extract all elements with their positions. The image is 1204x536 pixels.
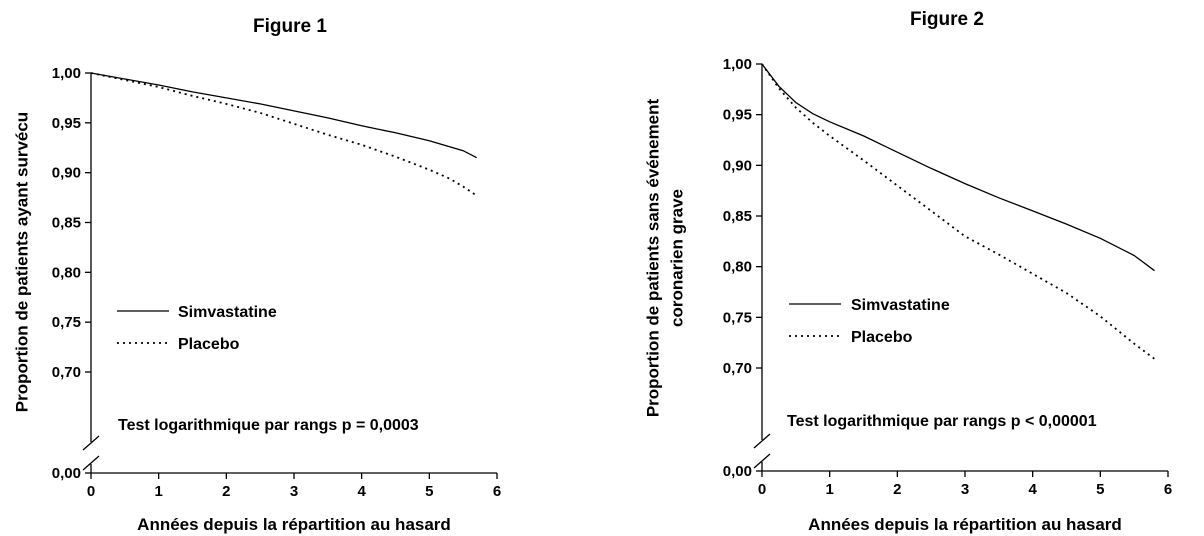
series-line-placebo [761, 63, 1156, 360]
axis-break-mark [753, 453, 771, 469]
y-tick-label: 0,70 [52, 364, 81, 381]
logrank-test-annotation: Test logarithmique par rangs p = 0,0003 [118, 417, 419, 434]
x-tick-label: 2 [222, 483, 230, 500]
y-axis-label: Proportion de patients sans événement [643, 98, 662, 417]
y-tick-label: 0,95 [723, 107, 752, 124]
y-tick-label: 0,00 [52, 465, 81, 482]
x-tick-label: 1 [154, 483, 162, 500]
series-line-simvastatine [90, 72, 477, 159]
y-tick-label: 0,90 [723, 157, 752, 174]
legend-label-placebo: Placebo [851, 329, 913, 346]
chart-title: Figure 1 [253, 16, 327, 37]
y-tick-label: 0,95 [52, 115, 81, 132]
x-tick-label: 0 [758, 481, 766, 498]
y-tick-label: 0,90 [52, 165, 81, 182]
x-tick-label: 6 [1164, 481, 1172, 498]
axis-break-mark [82, 455, 100, 471]
y-tick-label: 0,80 [723, 259, 752, 276]
x-axis-label: Années depuis la répartition au hasard [808, 515, 1122, 534]
x-tick-label: 5 [425, 483, 433, 500]
legend-label-placebo: Placebo [178, 336, 240, 353]
y-axis-label: Proportion de patients ayant survécu [12, 112, 31, 412]
legend-label-simvastatine: Simvastatine [178, 304, 277, 321]
axis-break-mark [753, 433, 771, 449]
x-tick-label: 4 [357, 483, 366, 500]
x-tick-label: 4 [1028, 481, 1037, 498]
y-axis-label: coronarien grave [667, 189, 686, 327]
x-tick-label: 3 [290, 483, 298, 500]
y-tick-label: 0,85 [723, 208, 752, 225]
x-tick-label: 0 [87, 483, 95, 500]
logrank-test-annotation: Test logarithmique par rangs p < 0,00001 [787, 413, 1097, 430]
y-tick-label: 0,75 [723, 309, 752, 326]
y-tick-label: 0,80 [52, 264, 81, 281]
figure-2-chart: Figure 2 0,00 0,70 0,75 0,80 0,85 0,90 0,95 1,00… [643, 9, 1172, 534]
x-tick-label: 6 [493, 483, 501, 500]
series-line-simvastatine [761, 63, 1155, 272]
y-tick-label: 0,85 [52, 215, 81, 232]
x-axis-label: Années depuis la répartition au hasard [137, 515, 451, 534]
x-tick-label: 5 [1096, 481, 1104, 498]
axis-break-mark [82, 435, 100, 451]
y-tick-label: 0,00 [723, 463, 752, 480]
figure-1-chart: Figure 1 0,00 0,70 0,75 0,80 0,85 0,90 0,95 1,00… [12, 16, 501, 534]
x-tick-label: 1 [825, 481, 833, 498]
legend-label-simvastatine: Simvastatine [851, 297, 950, 314]
y-tick-label: 0,70 [723, 360, 752, 377]
x-tick-label: 2 [893, 481, 901, 498]
x-tick-label: 3 [961, 481, 969, 498]
series-line-placebo [90, 72, 478, 197]
y-tick-label: 0,75 [52, 314, 81, 331]
y-tick-label: 1,00 [723, 56, 752, 73]
chart-title: Figure 2 [910, 9, 984, 30]
y-tick-label: 1,00 [52, 65, 81, 82]
